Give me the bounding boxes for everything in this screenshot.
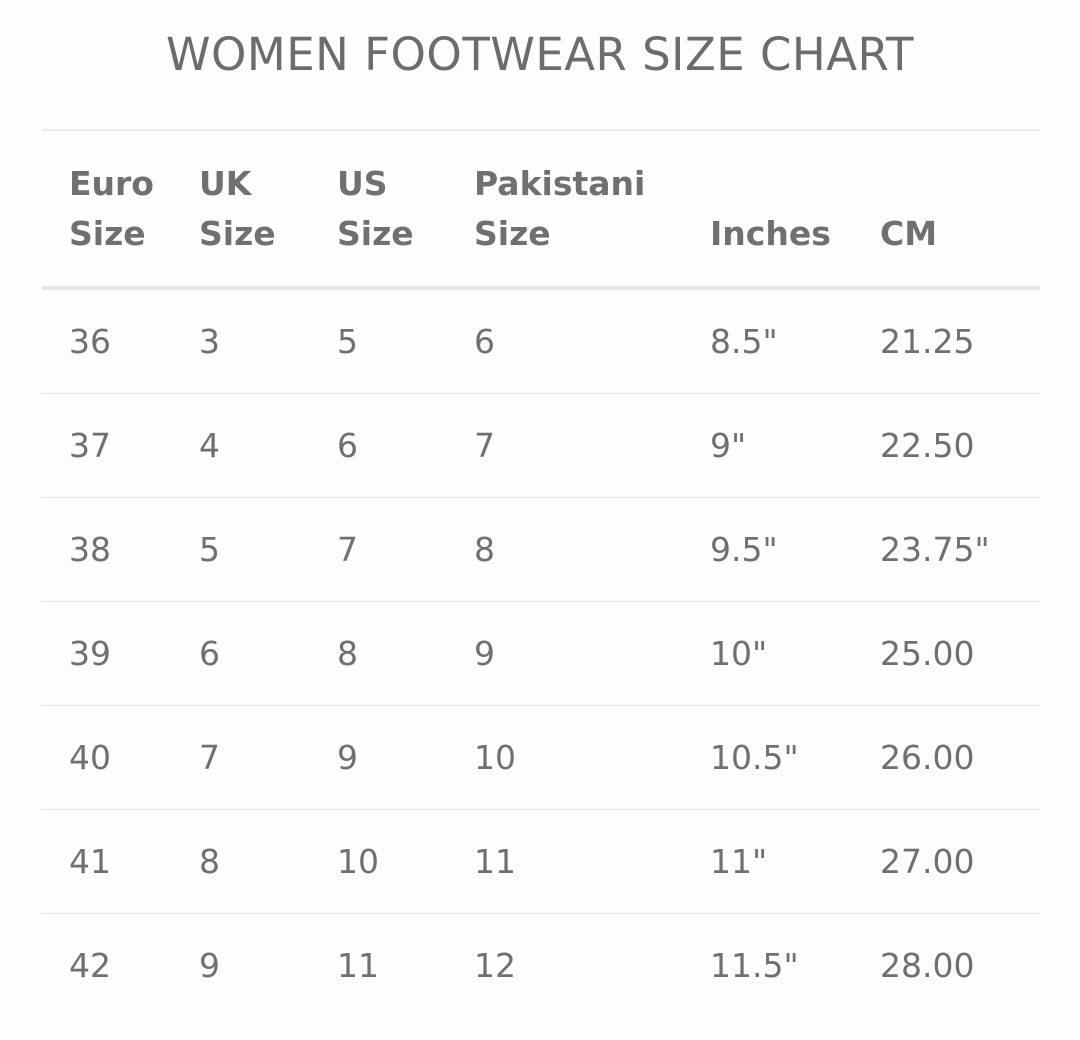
page-title: WOMEN FOOTWEAR SIZE CHART [165,28,915,81]
table-row: 38 5 7 8 9.5" 23.75" [42,498,1040,602]
cell-pakistani-size: 11 [474,842,516,881]
cell-pakistani-size: 9 [474,634,495,673]
header-line-1: Euro [69,164,154,203]
cell-uk-size: 7 [199,738,220,777]
table-row: 39 6 8 9 10" 25.00 [42,602,1040,706]
table-row: 36 3 5 6 8.5" 21.25 [42,288,1040,394]
cell-inches: 9" [710,426,747,465]
cell-inches: 10.5" [710,738,799,777]
cell-us-size: 10 [337,842,379,881]
table-body: 36 3 5 6 8.5" 21.25 37 4 6 7 9" 22.50 38 5 7 8 9.5" 23.75… [42,288,1040,1017]
header-line-1: UK [199,164,252,203]
column-header-inches: Inches [710,130,880,288]
header-line-2: Size [474,214,551,253]
cell-uk-size: 5 [199,530,220,569]
cell-inches: 8.5" [710,322,778,361]
cell-pakistani-size: 6 [474,322,495,361]
cell-inches: 11" [710,842,768,881]
header-line-1: US [337,164,388,203]
cell-euro-size: 39 [69,634,111,673]
cell-pakistani-size: 10 [474,738,516,777]
column-header-uk-size: UK Size [199,130,337,288]
header-line-2: Size [337,214,414,253]
cell-uk-size: 9 [199,946,220,985]
cell-euro-size: 36 [69,322,111,361]
size-chart-table: Euro Size UK Size US Size Pakistani Size Inches… [42,129,1040,1017]
column-header-us-size: US Size [337,130,474,288]
header-line-2: Inches [710,214,831,253]
header-line-1 [710,159,880,209]
cell-uk-size: 8 [199,842,220,881]
column-header-cm: CM [880,130,1040,288]
table-row: 41 8 10 11 11" 27.00 [42,810,1040,914]
cell-uk-size: 3 [199,322,220,361]
table-row: 40 7 9 10 10.5" 26.00 [42,706,1040,810]
cell-us-size: 6 [337,426,358,465]
header-line-2: CM [880,214,938,253]
cell-cm: 23.75" [880,530,990,569]
table-row: 42 9 11 12 11.5" 28.00 [42,914,1040,1018]
cell-cm: 26.00 [880,738,975,777]
cell-us-size: 5 [337,322,358,361]
cell-inches: 9.5" [710,530,778,569]
cell-us-size: 9 [337,738,358,777]
column-header-euro-size: Euro Size [42,130,199,288]
cell-inches: 11.5" [710,946,799,985]
cell-euro-size: 40 [69,738,111,777]
cell-euro-size: 42 [69,946,111,985]
header-line-1: Pakistani [474,164,646,203]
cell-uk-size: 6 [199,634,220,673]
table-row: 37 4 6 7 9" 22.50 [42,394,1040,498]
cell-pakistani-size: 8 [474,530,495,569]
cell-us-size: 8 [337,634,358,673]
cell-cm: 25.00 [880,634,975,673]
header-row: Euro Size UK Size US Size Pakistani Size Inches… [42,130,1040,288]
cell-cm: 27.00 [880,842,975,881]
cell-cm: 28.00 [880,946,975,985]
header-line-1 [880,159,1040,209]
cell-cm: 21.25 [880,322,975,361]
header-line-2: Size [69,214,146,253]
cell-euro-size: 41 [69,842,111,881]
cell-us-size: 7 [337,530,358,569]
cell-cm: 22.50 [880,426,975,465]
cell-inches: 10" [710,634,768,673]
cell-us-size: 11 [337,946,379,985]
cell-euro-size: 38 [69,530,111,569]
column-header-pakistani-size: Pakistani Size [474,130,710,288]
cell-uk-size: 4 [199,426,220,465]
cell-euro-size: 37 [69,426,111,465]
cell-pakistani-size: 12 [474,946,516,985]
cell-pakistani-size: 7 [474,426,495,465]
header-line-2: Size [199,214,276,253]
